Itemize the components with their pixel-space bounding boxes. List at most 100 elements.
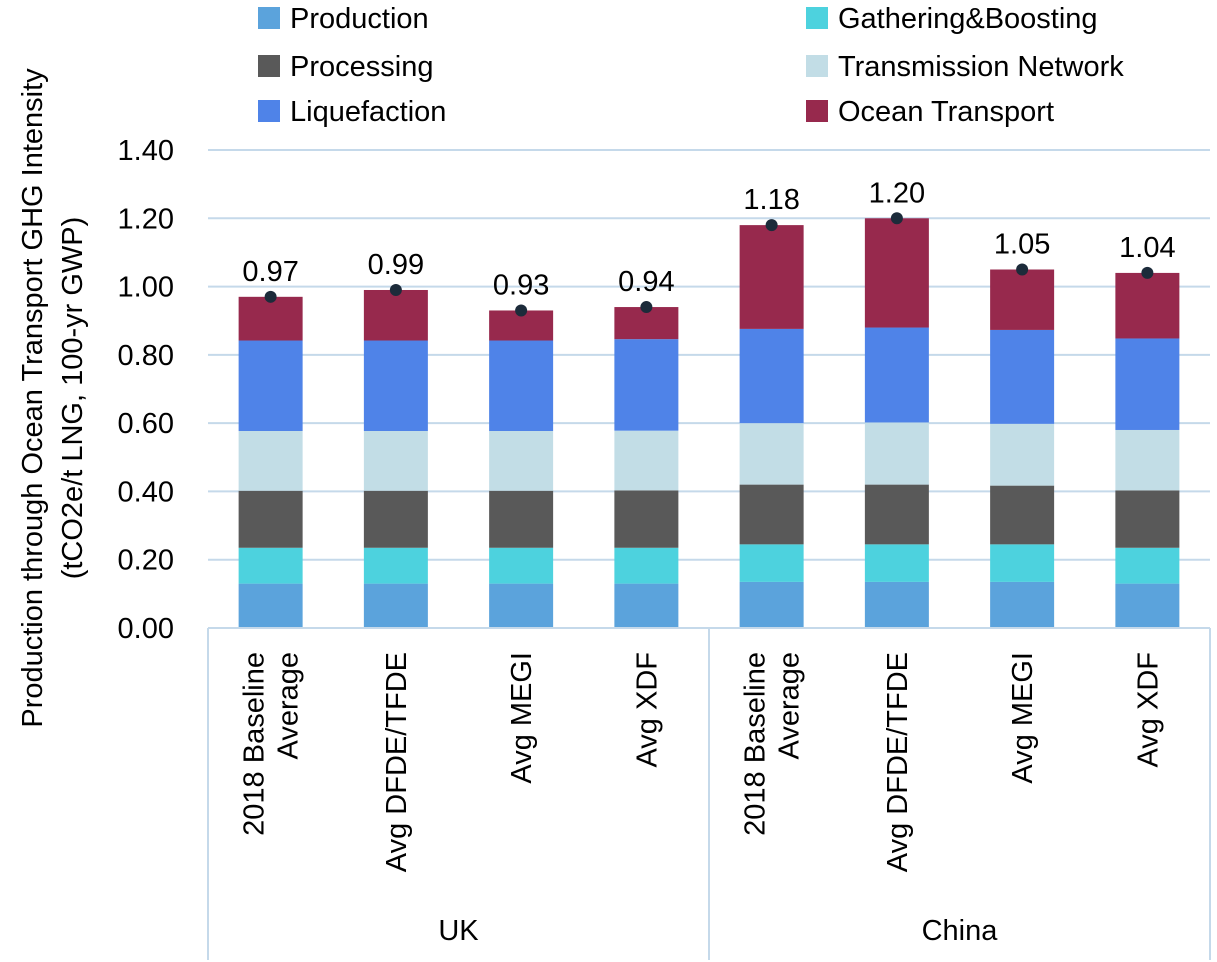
total-marker xyxy=(1141,266,1154,279)
x-category-label: Avg MEGI xyxy=(1007,652,1039,784)
y-tick-label: 0.20 xyxy=(118,545,174,577)
total-markers: 0.97 0.99 0.93 0.94 1.18 1.20 1.05 1.04 xyxy=(242,177,1176,317)
bar-segment-production xyxy=(864,581,929,628)
bar-segment-liquefaction xyxy=(990,329,1055,424)
bar-segment-liquefaction xyxy=(489,340,554,431)
bar-segment-gathering-boosting xyxy=(614,547,679,584)
legend-label: Liquefaction xyxy=(290,96,446,128)
bar-segment-transmission-network xyxy=(238,430,303,491)
bar-segment-ocean-transport xyxy=(990,269,1055,330)
bar-segment-processing xyxy=(614,490,679,548)
total-label: 1.05 xyxy=(994,229,1050,261)
legend-label: Production xyxy=(290,3,429,35)
bar-segment-ocean-transport xyxy=(1115,272,1180,339)
y-tick-label: 0.00 xyxy=(118,613,174,645)
legend-label: Ocean Transport xyxy=(838,96,1054,128)
y-tick-label: 1.40 xyxy=(118,135,174,167)
bar-segment-production xyxy=(363,583,428,628)
y-axis-title: Production through Ocean Transport GHG I… xyxy=(17,68,89,728)
x-category-label: Avg MEGI xyxy=(506,652,538,784)
bar-segment-liquefaction xyxy=(363,340,428,431)
gridlines xyxy=(208,149,1210,629)
total-marker xyxy=(640,301,653,314)
total-label: 1.18 xyxy=(743,184,799,216)
bar-segment-liquefaction xyxy=(1115,338,1180,430)
y-tick-label: 0.80 xyxy=(118,340,174,372)
total-marker xyxy=(890,212,903,225)
x-group-label: UK xyxy=(438,915,479,947)
legend: Production Gathering&Boosting Processing Tr… xyxy=(258,3,1124,128)
total-marker xyxy=(765,219,778,232)
total-label: 0.93 xyxy=(493,269,549,301)
bar-segment-gathering-boosting xyxy=(489,547,554,584)
bar-segment-liquefaction xyxy=(739,328,804,424)
y-axis-title-line1: Production through Ocean Transport GHG I… xyxy=(17,68,49,728)
y-tick-label: 1.00 xyxy=(118,272,174,304)
bar-segment-ocean-transport xyxy=(739,225,804,329)
bar-segment-processing xyxy=(238,490,303,548)
bar-segment-transmission-network xyxy=(739,423,804,485)
bar-segment-gathering-boosting xyxy=(739,544,804,582)
y-axis-title-line2: (tCO2e/t LNG, 100-yr GWP) xyxy=(57,217,89,580)
bar-segment-processing xyxy=(1115,490,1180,548)
bar-segment-transmission-network xyxy=(363,430,428,491)
bar-segment-gathering-boosting xyxy=(363,547,428,584)
bar-segment-liquefaction xyxy=(238,340,303,431)
bar-segment-transmission-network xyxy=(864,422,929,485)
bar-segment-processing xyxy=(363,490,428,548)
legend-swatch xyxy=(806,100,828,122)
bar-segment-processing xyxy=(864,484,929,545)
x-category-label: Avg DFDE/TFDE xyxy=(882,652,914,872)
total-label: 0.99 xyxy=(368,249,424,281)
bar-segment-ocean-transport xyxy=(238,296,303,341)
bar-segment-gathering-boosting xyxy=(864,544,929,582)
bar-segment-processing xyxy=(739,484,804,545)
x-category-label: 2018 Baseline xyxy=(239,652,271,836)
legend-swatch xyxy=(806,55,828,77)
total-label: 0.97 xyxy=(242,256,298,288)
bar-segment-production xyxy=(489,583,554,628)
legend-label: Transmission Network xyxy=(838,51,1124,83)
y-axis-ticks: 0.00 0.20 0.40 0.60 0.80 1.00 1.20 1.40 xyxy=(118,135,174,645)
y-tick-label: 0.60 xyxy=(118,408,174,440)
x-category-label: Avg DFDE/TFDE xyxy=(381,652,413,872)
x-category-label: Avg XDF xyxy=(1132,652,1164,768)
bar-segment-transmission-network xyxy=(1115,429,1180,491)
bar-segment-production xyxy=(614,583,679,628)
x-category-label: 2018 Baseline xyxy=(740,652,772,836)
x-category-label: Average xyxy=(273,652,305,760)
bar-segment-production xyxy=(739,581,804,628)
legend-label: Gathering&Boosting xyxy=(838,3,1098,35)
bar-segment-ocean-transport xyxy=(864,218,929,328)
bar-segment-gathering-boosting xyxy=(1115,547,1180,584)
total-label: 1.04 xyxy=(1119,232,1175,264)
y-tick-label: 0.40 xyxy=(118,476,174,508)
bar-segment-production xyxy=(990,581,1055,628)
legend-swatch xyxy=(258,55,280,77)
total-marker xyxy=(1016,263,1029,276)
bar-segment-ocean-transport xyxy=(363,289,428,341)
total-marker xyxy=(515,304,528,317)
bars xyxy=(238,218,1180,628)
total-marker xyxy=(264,290,277,303)
bar-segment-transmission-network xyxy=(614,430,679,491)
bar-segment-liquefaction xyxy=(614,339,679,431)
legend-swatch xyxy=(258,100,280,122)
bar-segment-gathering-boosting xyxy=(990,544,1055,582)
bar-segment-production xyxy=(1115,583,1180,628)
x-category-label: Average xyxy=(774,652,806,760)
legend-label: Processing xyxy=(290,51,433,83)
x-axis: 2018 Baseline Average Avg DFDE/TFDE Avg MEG… xyxy=(207,627,1211,960)
bar-segment-transmission-network xyxy=(990,423,1055,486)
bar-segment-gathering-boosting xyxy=(238,547,303,584)
x-category-label: Avg XDF xyxy=(631,652,663,768)
total-label: 1.20 xyxy=(869,177,925,209)
x-group-label: China xyxy=(922,915,999,947)
bar-segment-processing xyxy=(990,485,1055,545)
legend-swatch xyxy=(258,7,280,29)
bar-segment-processing xyxy=(489,490,554,548)
bar-segment-production xyxy=(238,583,303,628)
total-marker xyxy=(389,283,402,296)
total-label: 0.94 xyxy=(618,266,674,298)
